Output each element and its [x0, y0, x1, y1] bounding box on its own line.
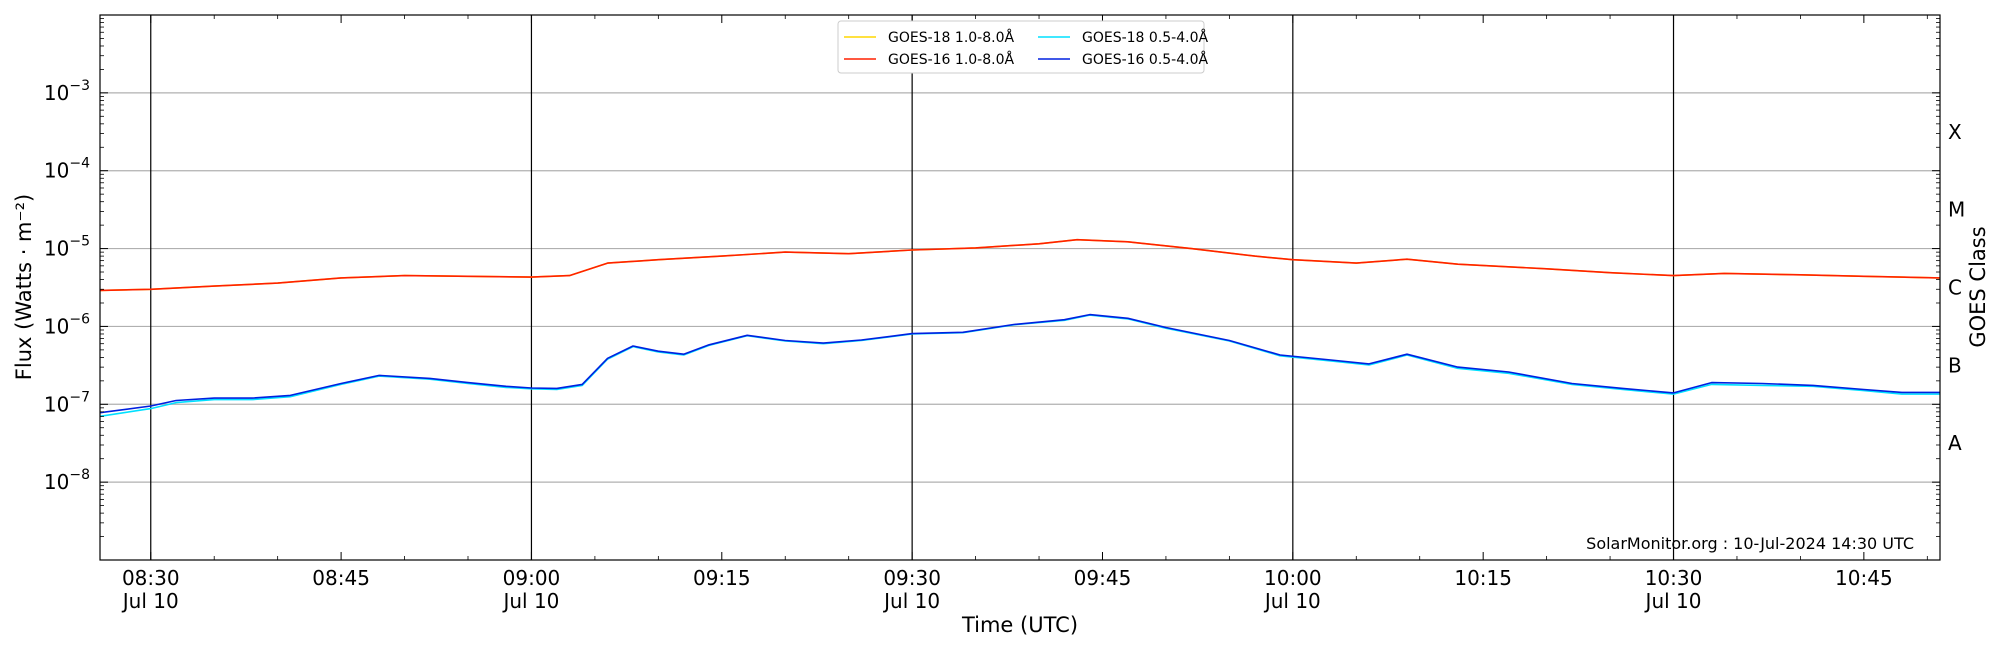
- x-tick-date: Jul 10: [501, 589, 559, 613]
- series-line: [99, 238, 1941, 292]
- y-tick-label: 10−7: [44, 389, 90, 416]
- x-tick-label: 09:45: [1074, 566, 1132, 590]
- legend: GOES-18 1.0-8.0Å GOES-18 0.5-4.0Å GOES-16 …: [837, 20, 1208, 74]
- series-line: [99, 314, 1940, 418]
- goes-class-label: C: [1948, 276, 1962, 300]
- y-axis-label: Flux (Watts · m⁻²): [12, 194, 36, 380]
- goes-class-label: M: [1948, 198, 1965, 222]
- x-tick-label: 10:00: [1264, 566, 1322, 590]
- series-line: [99, 238, 1941, 292]
- goes-class-label: X: [1948, 120, 1962, 144]
- x-tick-label: 08:30: [122, 566, 180, 590]
- x-tick-label: 08:45: [312, 566, 370, 590]
- x-tick-date: Jul 10: [1644, 589, 1702, 613]
- legend-label: GOES-18 0.5-4.0Å: [1082, 29, 1208, 46]
- x-tick-date: Jul 10: [121, 589, 179, 613]
- grid-layer: [100, 92, 1940, 483]
- legend-box: [837, 20, 1205, 74]
- y-tick-label: 10−5: [44, 234, 90, 261]
- y-tick-label: 10−8: [44, 467, 90, 494]
- y-tick-label: 10−4: [44, 156, 90, 183]
- x-tick-label: 10:45: [1835, 566, 1893, 590]
- legend-label: GOES-16 0.5-4.0Å: [1082, 51, 1208, 68]
- legend-label: GOES-16 1.0-8.0Å: [888, 51, 1014, 68]
- legend-label: GOES-18 1.0-8.0Å: [888, 29, 1014, 46]
- time-marker-lines: [150, 15, 1675, 560]
- y-tick-label: 10−3: [44, 78, 90, 105]
- x-axis-label: Time (UTC): [961, 613, 1078, 637]
- x-tick-label: 09:30: [883, 566, 941, 590]
- x-tick-label: 10:30: [1645, 566, 1703, 590]
- series-line: [99, 313, 1940, 414]
- goes-class-label: A: [1948, 431, 1962, 455]
- y-tick-label: 10−6: [44, 311, 90, 338]
- goes-class-label: B: [1948, 353, 1962, 377]
- credit-text: SolarMonitor.org : 10-Jul-2024 14:30 UTC: [1586, 534, 1914, 553]
- series-layer: [99, 238, 1941, 418]
- x-tick-label: 09:00: [503, 566, 561, 590]
- x-tick-label: 10:15: [1454, 566, 1512, 590]
- x-tick-date: Jul 10: [1263, 589, 1321, 613]
- x-tick-date: Jul 10: [882, 589, 940, 613]
- x-tick-label: 09:15: [693, 566, 751, 590]
- goes-class-axis-label: GOES Class: [1966, 226, 1990, 347]
- plot-frame: [99, 14, 1941, 561]
